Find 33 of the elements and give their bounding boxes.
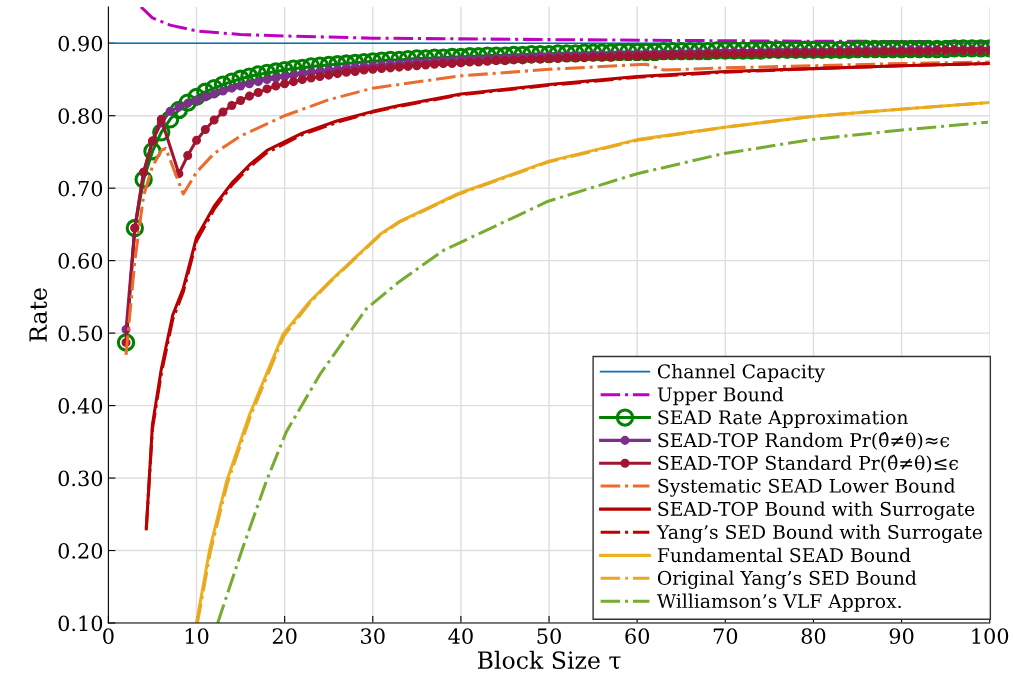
legend-label: SEAD-TOP Bound with Surrogate	[658, 501, 975, 520]
y-tick-label: 0.10	[58, 615, 103, 632]
x-tick-label: 10	[185, 628, 209, 644]
x-tick-label: 0	[103, 628, 114, 644]
x-tick-label: 80	[801, 628, 826, 644]
legend-label: Upper Bound	[657, 387, 784, 406]
legend-label: Systematic SEAD Lower Bound	[658, 478, 956, 497]
y-tick-label: 0.90	[58, 35, 103, 52]
x-tick-label: 20	[272, 628, 297, 644]
y-tick-label: 0.70	[58, 180, 103, 197]
x-tick-label: 60	[625, 628, 650, 644]
y-tick-label: 0.30	[58, 470, 103, 487]
x-tick-label: 30	[361, 628, 385, 644]
legend-label: Yang’s SED Bound with Surrogate	[656, 524, 982, 543]
y-axis-title: Rate	[29, 288, 48, 342]
legend-label: SEAD-TOP Random Pr(θ̂≠θ)≈ϵ	[658, 431, 950, 450]
legend-label: Channel Capacity	[657, 363, 825, 383]
x-tick-label: 70	[713, 628, 738, 644]
legend-label: SEAD Rate Approximation	[658, 410, 908, 429]
y-tick-label: 0.20	[58, 542, 103, 559]
legend-label: Original Yang’s SED Bound	[657, 570, 917, 589]
legend-label: Williamson’s VLF Approx.	[656, 593, 901, 612]
y-tick-label: 0.40	[58, 398, 103, 414]
legend-label: Fundamental SEAD Bound	[657, 547, 911, 563]
x-tick-label: 40	[448, 628, 473, 644]
y-tick-label: 0.60	[58, 253, 103, 269]
y-tick-label: 0.80	[58, 108, 103, 124]
legend-label: SEAD-TOP Standard Pr(θ̂≠θ)≤ϵ	[658, 454, 959, 473]
x-tick-label: 100	[972, 628, 1009, 644]
x-tick-label: 90	[889, 628, 914, 644]
y-tick-label: 0.50	[58, 325, 103, 342]
x-tick-label: 50	[537, 628, 561, 644]
x-axis-title: Block Size τ	[477, 650, 621, 670]
